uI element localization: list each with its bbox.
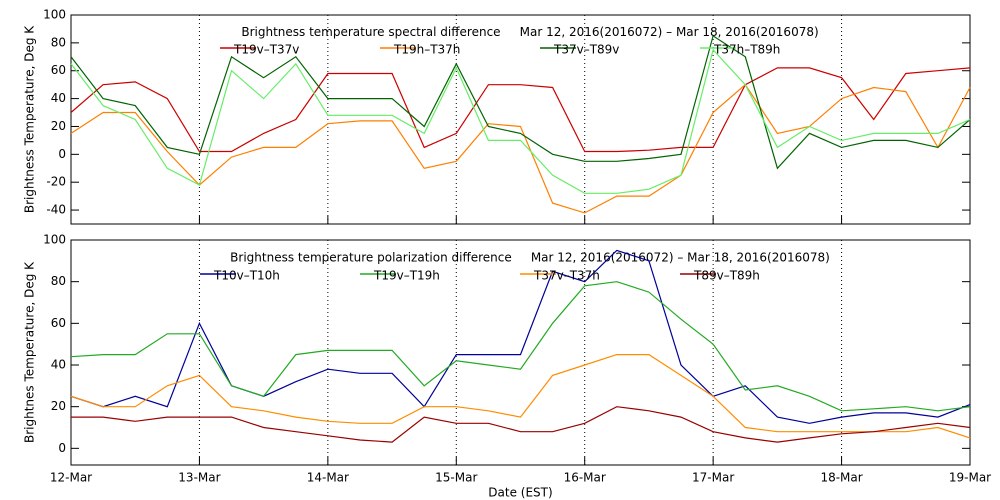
y-tick-label: 60 [51, 63, 66, 77]
x-tick-label: 13-Mar [178, 471, 220, 485]
x-tick-label: 14-Mar [307, 471, 349, 485]
series-line [70, 83, 971, 214]
y-tick-label: 100 [43, 233, 66, 247]
y-tick-label: 0 [58, 147, 66, 161]
series-line [70, 34, 971, 170]
y-tick-label: 80 [51, 35, 66, 49]
legend-label: T37v–T37h [533, 269, 600, 283]
chart-title: Brightness temperature polarization diff… [230, 251, 830, 265]
y-tick-label: 0 [58, 441, 66, 455]
legend-label: T37v–T89v [553, 43, 619, 57]
x-tick-label: 16-Mar [564, 471, 606, 485]
legend-label: T19h–T37h [393, 43, 460, 57]
x-tick-label: 12-Mar [50, 471, 92, 485]
legend-label: T10v–T10h [213, 269, 280, 283]
legend-label: T37h–T89h [713, 43, 780, 57]
legend-label: T89v–T89h [693, 269, 760, 283]
y-tick-label: 100 [43, 8, 66, 22]
legend-label: T19v–T19h [373, 269, 440, 283]
y-tick-label: 60 [51, 316, 66, 330]
x-tick-label: 19-Mar [949, 471, 991, 485]
legend-label: T19v–T37v [233, 43, 299, 57]
x-tick-label: 15-Mar [435, 471, 477, 485]
y-axis-label: Brightness Temperature, Deg K [23, 25, 37, 213]
series-line [70, 249, 971, 424]
series-line [70, 48, 971, 194]
series-line [71, 406, 971, 443]
x-tick-label: 18-Mar [820, 471, 862, 485]
y-tick-label: 80 [51, 274, 66, 288]
series-line [70, 67, 971, 153]
y-tick-label: -20 [46, 175, 66, 189]
chart-title: Brightness temperature spectral differen… [241, 25, 818, 39]
y-tick-label: 40 [51, 91, 66, 105]
series-line [70, 281, 971, 412]
y-axis-label: Brightnes Temperature, Deg K [23, 261, 37, 443]
y-tick-label: 40 [51, 358, 66, 372]
y-tick-label: -40 [46, 203, 66, 217]
x-axis-label: Date (EST) [488, 486, 552, 500]
y-tick-label: 20 [51, 119, 66, 133]
y-tick-label: 20 [51, 399, 66, 413]
series-line [70, 354, 971, 439]
x-tick-label: 17-Mar [692, 471, 734, 485]
